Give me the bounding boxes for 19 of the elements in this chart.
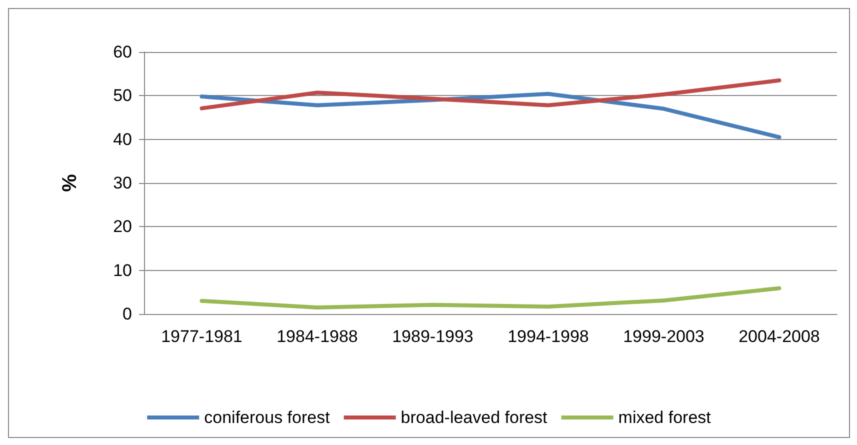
y-tick-label: 20 [113, 217, 132, 236]
x-tick-label: 1999-2003 [623, 327, 704, 346]
y-tick-label: 30 [113, 174, 132, 192]
x-tick-label: 2004-2008 [738, 327, 820, 346]
y-tick-label: 50 [113, 86, 132, 106]
y-tick-label: 60 [113, 42, 132, 62]
y-axis-title: % [59, 174, 81, 192]
x-tick-label: 1984-1988 [276, 327, 358, 346]
legend-label: coniferous forest [204, 408, 330, 427]
legend-label: mixed forest [618, 408, 712, 427]
line-series [200, 286, 782, 310]
line-series [200, 78, 782, 110]
x-tick-label: 1977-1981 [161, 327, 242, 346]
legend-label: broad-leaved forest [400, 408, 548, 427]
x-tick-label: 1989-1993 [392, 327, 474, 346]
y-tick-label: 0 [122, 304, 132, 324]
y-tick-label: 10 [113, 260, 132, 280]
y-tick-label: 40 [113, 130, 132, 149]
x-tick-label: 1994-1998 [508, 327, 589, 346]
